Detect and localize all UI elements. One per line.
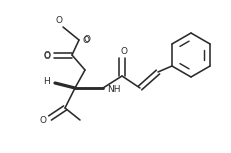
Text: O: O [43,52,50,60]
Text: O: O [120,47,127,56]
Text: H: H [43,76,50,86]
Text: O: O [43,50,50,60]
Text: O: O [83,35,90,45]
Text: O: O [39,116,46,125]
Text: NH: NH [106,84,120,93]
Text: O: O [55,15,62,24]
Text: O: O [84,34,91,43]
